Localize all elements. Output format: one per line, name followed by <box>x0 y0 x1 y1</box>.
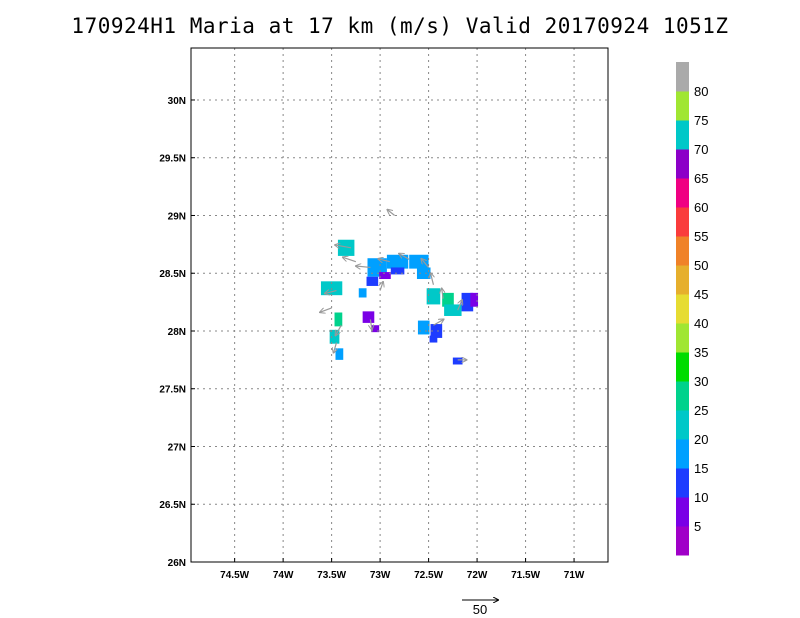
map-grid <box>191 48 608 563</box>
colorbar-label: 65 <box>694 171 708 186</box>
colorbar-swatch <box>676 352 689 382</box>
wind-cell <box>379 272 391 280</box>
wind-cell <box>362 311 375 323</box>
lat-tick-label: 27.5N <box>159 385 186 396</box>
colorbar-label: 10 <box>694 490 708 505</box>
lat-tick-label: 28.5N <box>159 269 186 280</box>
wind-cell <box>442 292 454 307</box>
wind-vector <box>378 259 390 262</box>
wind-vector <box>336 324 342 335</box>
wind-vector <box>356 266 371 267</box>
lat-tick-label: 26.5N <box>159 500 186 511</box>
wind-vector <box>399 254 410 260</box>
latitude-tick-labels: 26N 26.5N 27N 27.5N 28N 28.5N 29N 29.5N 30N <box>159 96 195 569</box>
colorbar-swatch <box>676 497 689 527</box>
wind-cell <box>430 324 443 338</box>
lat-tick-label: 28N <box>168 327 186 338</box>
colorbar-swatch <box>676 294 689 324</box>
colorbar-swatch <box>676 120 689 150</box>
colorbar-swatch <box>676 149 689 179</box>
wind-cell <box>461 292 474 312</box>
wind-vector <box>343 257 357 263</box>
colorbar-swatch <box>676 468 689 498</box>
map-frame <box>190 47 609 563</box>
colorbar-label: 35 <box>694 345 708 360</box>
colorbar-swatch <box>676 62 689 92</box>
lon-tick-label: 72W <box>467 570 488 581</box>
reference-vector-label: 50 <box>473 602 487 617</box>
lon-tick-label: 74.5W <box>220 570 249 581</box>
wind-cell <box>429 335 438 343</box>
colorbar-label: 55 <box>694 229 708 244</box>
lat-tick-label: 29N <box>168 211 186 222</box>
lon-tick-label: 74W <box>273 570 294 581</box>
wind-vector <box>320 307 332 312</box>
wind-vector <box>433 319 443 326</box>
colorbar-label: 40 <box>694 316 708 331</box>
lon-tick-label: 71W <box>564 570 585 581</box>
colorbar-swatch <box>676 439 689 469</box>
wind-cell <box>409 254 429 269</box>
wind-vector <box>325 291 337 294</box>
wind-cell <box>334 312 343 327</box>
colorbar-label: 15 <box>694 461 708 476</box>
wind-cell <box>416 267 431 280</box>
wind-cell <box>426 288 441 305</box>
wind-cell <box>390 267 405 275</box>
colorbar-swatch <box>676 207 689 237</box>
wind-cell <box>335 348 344 360</box>
colorbar-swatch <box>676 236 689 266</box>
reference-vector: 50 <box>462 600 498 617</box>
wind-cell <box>366 276 379 286</box>
colorbar-label: 5 <box>694 519 701 534</box>
lon-tick-label: 73W <box>370 570 391 581</box>
colorbar: 5 10 15 20 25 30 35 40 45 50 55 60 65 70 75 80 <box>676 62 708 556</box>
colorbar-label: 25 <box>694 403 708 418</box>
lon-tick-label: 72.5W <box>414 570 443 581</box>
wind-vectors <box>320 210 466 360</box>
colorbar-swatch <box>676 410 689 440</box>
colorbar-swatch <box>676 178 689 208</box>
wind-vector <box>431 273 434 285</box>
wind-vector <box>387 210 396 216</box>
wind-cell <box>371 325 380 333</box>
colorbar-label: 45 <box>694 287 708 302</box>
wind-cell <box>337 239 355 256</box>
colorbar-label: 20 <box>694 432 708 447</box>
wind-vector <box>457 300 462 311</box>
colorbar-label: 50 <box>694 258 708 273</box>
lat-tick-label: 29.5N <box>159 154 186 165</box>
colorbar-swatch <box>676 381 689 411</box>
lon-tick-label: 73.5W <box>317 570 346 581</box>
lat-tick-label: 27N <box>168 442 186 453</box>
colorbar-label: 30 <box>694 374 708 389</box>
wind-cell <box>444 304 462 316</box>
lon-tick-label: 71.5W <box>511 570 540 581</box>
colorbar-swatch <box>676 526 689 556</box>
colorbar-label: 75 <box>694 113 708 128</box>
colorbar-swatch <box>676 323 689 353</box>
wind-cell <box>452 357 463 365</box>
colorbar-label: 80 <box>694 84 708 99</box>
wind-vector <box>442 289 443 299</box>
wind-vector <box>380 282 383 291</box>
colorbar-swatch <box>676 265 689 295</box>
map-title: 170924H1 Maria at 17 km (m/s) Valid 2017… <box>71 14 729 38</box>
colorbar-label: 70 <box>694 142 708 157</box>
wind-cell <box>470 292 479 307</box>
lat-tick-label: 30N <box>168 96 186 107</box>
wind-vector <box>335 245 352 248</box>
wind-cell <box>358 288 367 298</box>
lat-tick-label: 26N <box>168 558 186 569</box>
wind-vector <box>370 319 371 329</box>
wind-vector <box>421 259 430 268</box>
wind-vector <box>334 342 337 353</box>
colorbar-swatch <box>676 91 689 121</box>
colorbar-label: 60 <box>694 200 708 215</box>
wind-cell <box>417 320 430 335</box>
longitude-tick-labels: 74.5W 74W 73.5W 73W 72.5W 72W 71.5W 71W <box>220 558 585 581</box>
